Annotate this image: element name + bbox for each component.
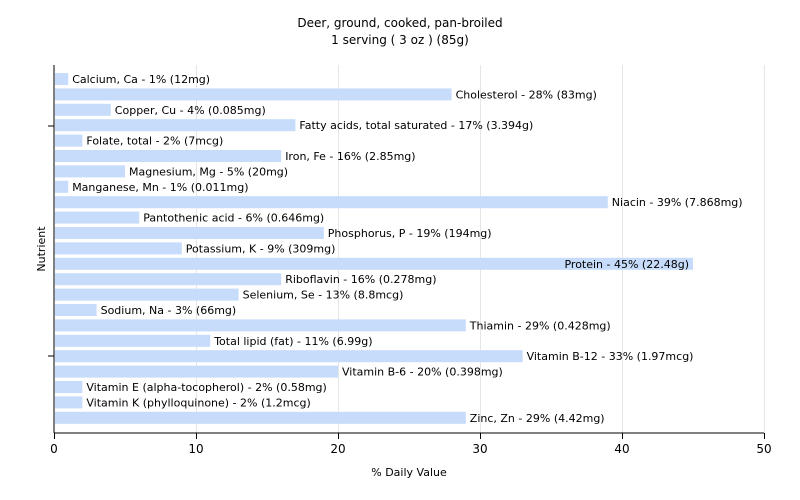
- bar: [55, 242, 182, 255]
- x-tick-label: 10: [188, 442, 203, 456]
- bar-label: Protein - 45% (22.48g): [564, 258, 689, 271]
- bar-label: Magnesium, Mg - 5% (20mg): [129, 165, 288, 178]
- bar-label: Phosphorus, P - 19% (194mg): [328, 227, 492, 240]
- y-axis-label: Nutrient: [35, 226, 48, 272]
- bar: [55, 103, 111, 116]
- bar: [55, 150, 282, 162]
- bar: [55, 273, 282, 286]
- bar: [55, 381, 83, 393]
- bar: [55, 196, 608, 209]
- bar-label: Thiamin - 29% (0.428mg): [469, 319, 611, 332]
- bar-series: [55, 73, 693, 424]
- chart-subtitle: 1 serving ( 3 oz ) (85g): [331, 33, 469, 47]
- bar-label: Vitamin B-6 - 20% (0.398mg): [342, 366, 503, 379]
- bar: [55, 119, 296, 132]
- bar-label: Riboflavin - 16% (0.278mg): [285, 273, 436, 286]
- bar: [55, 134, 83, 147]
- bar-label: Iron, Fe - 16% (2.85mg): [285, 150, 415, 163]
- bar: [55, 319, 466, 332]
- x-axis-label: % Daily Value: [371, 466, 447, 479]
- bar: [55, 288, 239, 301]
- bar: [55, 88, 452, 101]
- bar-label: Cholesterol - 28% (83mg): [456, 88, 597, 101]
- bar: [55, 211, 140, 224]
- x-axis-ticks: 0 10 20 30 40 50: [50, 433, 772, 456]
- bar: [55, 350, 523, 363]
- bar-label: Total lipid (fat) - 11% (6.99g): [213, 335, 372, 348]
- bar-label: Fatty acids, total saturated - 17% (3.39…: [299, 119, 533, 132]
- bar-labels: Calcium, Ca - 1% (12mg) Cholesterol - 28%…: [72, 73, 742, 425]
- bar-label: Copper, Cu - 4% (0.085mg): [115, 104, 266, 117]
- chart-title: Deer, ground, cooked, pan-broiled: [297, 16, 502, 30]
- x-tick-label: 0: [50, 442, 58, 456]
- bar: [55, 180, 69, 193]
- bar: [55, 334, 211, 347]
- bar: [55, 257, 693, 270]
- bar-label: Pantothenic acid - 6% (0.646mg): [143, 212, 324, 225]
- bar-label: Vitamin B-12 - 33% (1.97mcg): [527, 350, 694, 363]
- bar-label: Potassium, K - 9% (309mg): [186, 242, 336, 255]
- bar-label: Folate, total - 2% (7mcg): [86, 135, 223, 148]
- bar-label: Sodium, Na - 3% (66mg): [101, 304, 237, 317]
- bar-label: Zinc, Zn - 29% (4.42mg): [470, 412, 605, 425]
- x-tick-label: 50: [756, 442, 771, 456]
- bar: [55, 227, 324, 239]
- x-tick-label: 30: [472, 442, 487, 456]
- bar-label: Vitamin K (phylloquinone) - 2% (1.2mcg): [86, 396, 310, 409]
- bar-label: Calcium, Ca - 1% (12mg): [72, 73, 210, 86]
- bar: [55, 411, 466, 424]
- bar-label: Vitamin E (alpha-tocopherol) - 2% (0.58m…: [86, 381, 326, 394]
- bar: [55, 165, 125, 178]
- bar: [55, 365, 338, 378]
- bar: [55, 304, 97, 316]
- x-tick-label: 20: [330, 442, 345, 456]
- bar-label: Manganese, Mn - 1% (0.011mg): [72, 181, 248, 194]
- x-tick-label: 40: [614, 442, 629, 456]
- bar: [55, 396, 83, 409]
- bar-label: Selenium, Se - 13% (8.8mcg): [243, 289, 404, 302]
- bar-label: Niacin - 39% (7.868mg): [612, 196, 743, 209]
- bar: [55, 73, 69, 85]
